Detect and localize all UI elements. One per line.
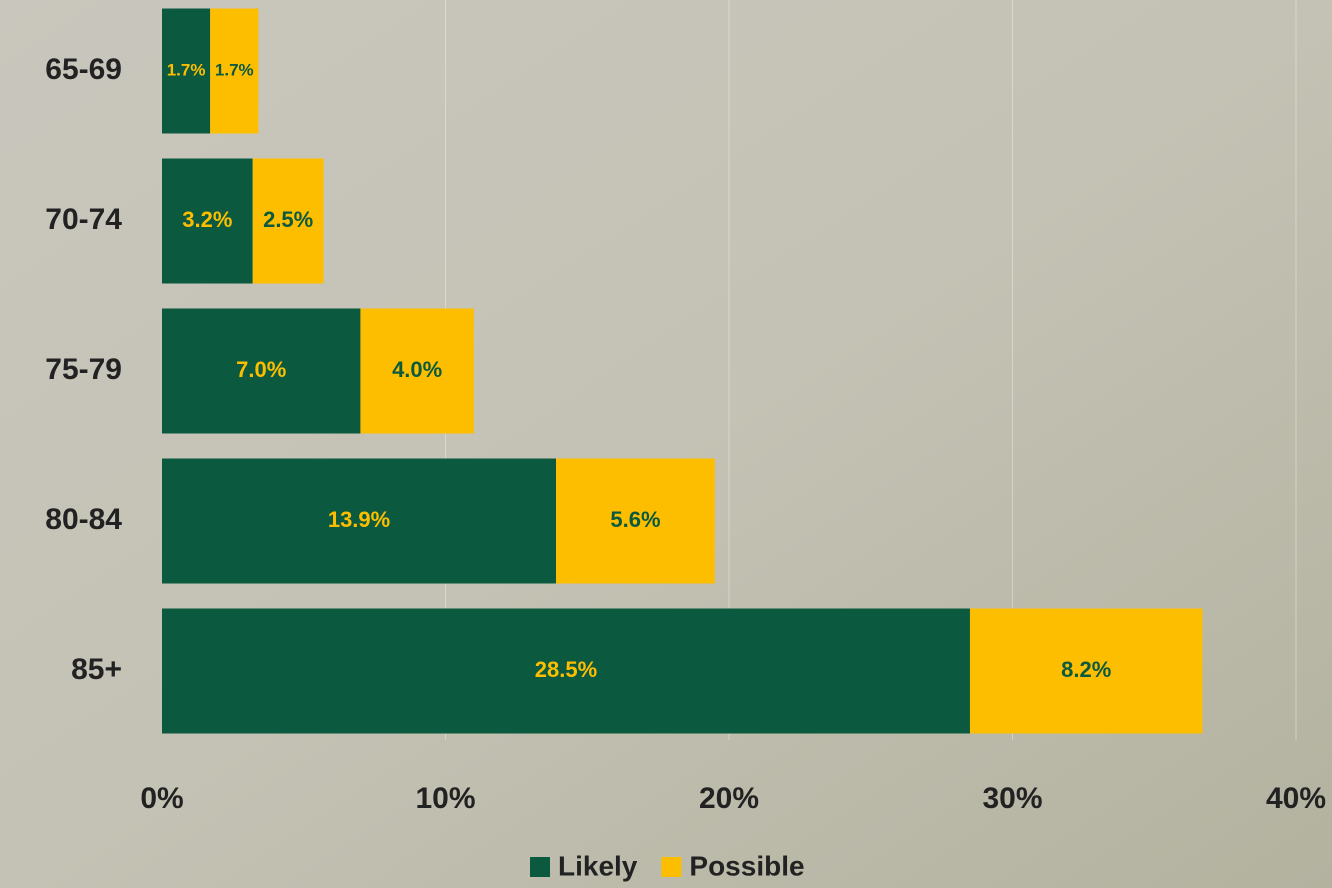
bar bbox=[210, 8, 259, 134]
x-tick-label: 30% bbox=[982, 782, 1042, 815]
x-tick-label: 0% bbox=[140, 782, 183, 815]
legend-swatch bbox=[661, 857, 682, 877]
y-tick-label: 85+ bbox=[71, 653, 122, 686]
y-tick-label: 70-74 bbox=[45, 203, 122, 236]
value-label: 5.6% bbox=[610, 507, 660, 532]
x-tick-label: 20% bbox=[699, 782, 759, 815]
y-tick-label: 65-69 bbox=[45, 53, 122, 86]
bar bbox=[162, 8, 211, 134]
value-label: 7.0% bbox=[236, 357, 286, 382]
legend-label: Likely bbox=[558, 850, 638, 881]
x-tick-label: 40% bbox=[1266, 782, 1326, 815]
bar bbox=[162, 308, 361, 434]
value-label: 2.5% bbox=[263, 207, 313, 232]
bar bbox=[969, 608, 1203, 734]
bar bbox=[162, 158, 253, 284]
x-tick-label: 10% bbox=[415, 782, 475, 815]
value-label: 1.7% bbox=[215, 60, 254, 79]
bar bbox=[252, 158, 324, 284]
bar bbox=[162, 608, 970, 734]
y-tick-label: 80-84 bbox=[45, 503, 122, 536]
value-label: 3.2% bbox=[182, 207, 232, 232]
bar bbox=[360, 308, 474, 434]
legend-label: Possible bbox=[689, 850, 804, 881]
value-label: 1.7% bbox=[167, 60, 206, 79]
legend-swatch bbox=[530, 857, 550, 877]
bar bbox=[556, 458, 715, 584]
value-label: 28.5% bbox=[535, 657, 597, 682]
bar bbox=[162, 458, 557, 584]
value-label: 8.2% bbox=[1061, 657, 1111, 682]
value-label: 4.0% bbox=[392, 357, 442, 382]
y-tick-label: 75-79 bbox=[45, 353, 122, 386]
value-label: 13.9% bbox=[328, 507, 390, 532]
